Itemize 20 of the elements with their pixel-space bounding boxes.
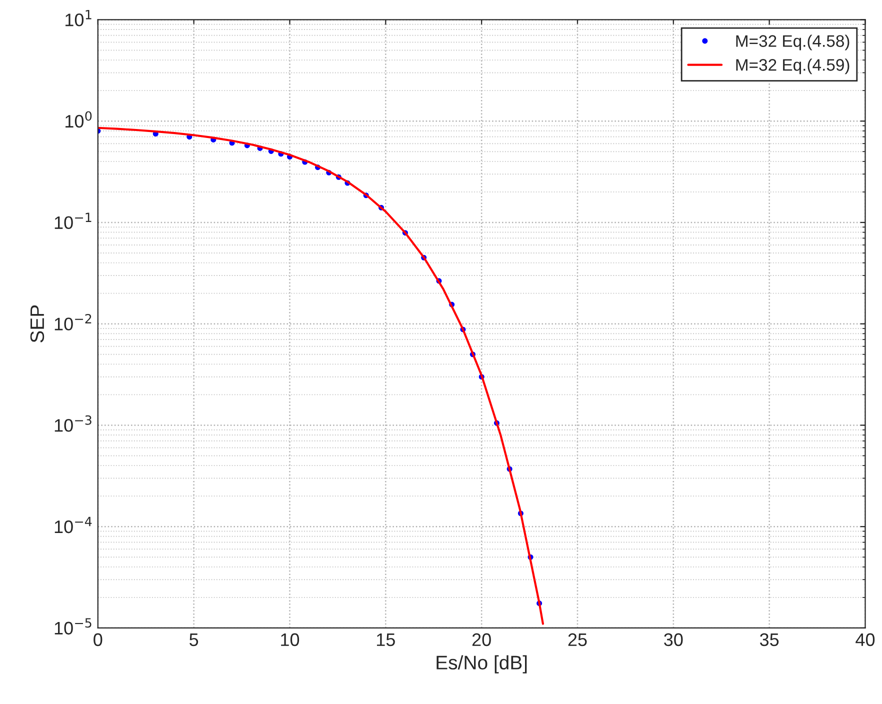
- x-tick-label: 30: [664, 633, 683, 646]
- x-axis-title: Es/No [dB]: [436, 655, 527, 674]
- y-tick-label: 10$^{0}$: [66, 111, 92, 128]
- x-tick-label: 20: [472, 633, 491, 646]
- y-tick-label: 10$^{−5}$: [54, 618, 92, 635]
- y-tick-label: 10$^{−4}$: [54, 516, 92, 534]
- legend-label: M=32 Eq.(4.59): [736, 58, 850, 74]
- legend-label: M=32 Eq.(4.58): [736, 34, 850, 50]
- x-tick-label: 0: [94, 633, 102, 646]
- x-tick-label: 5: [190, 633, 198, 646]
- y-axis-title: SEP: [30, 305, 44, 342]
- x-tick-label: 35: [760, 633, 779, 646]
- y-tick-label: 10$^{−2}$: [54, 314, 92, 330]
- x-tick-label: 15: [376, 633, 395, 646]
- y-tick-label: 10$^{1}$: [66, 10, 92, 26]
- y-tick-label: 10$^{−1}$: [54, 212, 92, 230]
- y-tick-label: 10$^{−3}$: [54, 415, 92, 432]
- x-tick-label: 40: [856, 633, 875, 646]
- x-tick-label: 25: [568, 633, 587, 646]
- x-tick-label: 10: [281, 633, 300, 646]
